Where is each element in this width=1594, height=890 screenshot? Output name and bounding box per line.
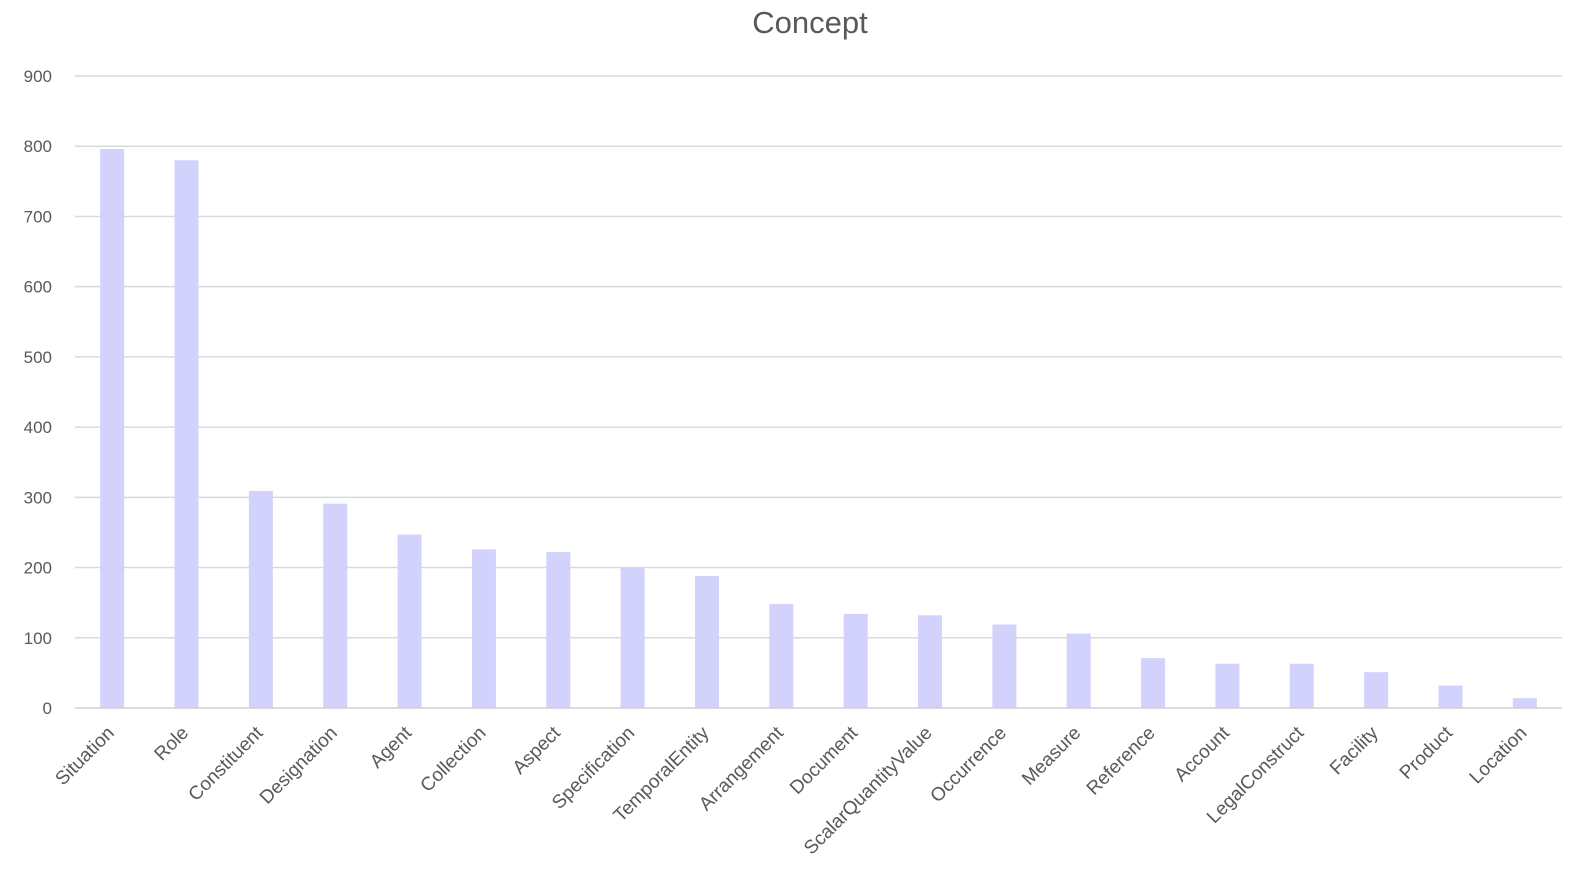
y-tick-label: 500	[24, 348, 52, 367]
bars	[100, 149, 1537, 708]
bar-role	[174, 160, 199, 708]
bar-temporalentity	[694, 575, 719, 708]
y-tick-label: 800	[24, 137, 52, 156]
y-tick-label: 900	[24, 67, 52, 86]
bar-arrangement	[769, 604, 794, 708]
x-tick-label: Role	[151, 723, 193, 765]
bar-product	[1438, 685, 1463, 708]
x-tick-label: Aspect	[509, 722, 565, 778]
bar-legalconstruct	[1289, 663, 1314, 708]
y-tick-label: 400	[24, 418, 52, 437]
bar-agent	[397, 534, 422, 708]
bar-reference	[1141, 658, 1166, 708]
y-tick-label: 0	[43, 699, 52, 718]
bar-location	[1512, 698, 1537, 708]
x-tick-label: Product	[1396, 722, 1458, 784]
chart-title: Concept	[752, 5, 868, 40]
x-tick-label: Situation	[52, 723, 119, 790]
x-tick-label: Account	[1171, 722, 1235, 786]
bar-scalarquantityvalue	[918, 615, 943, 708]
bar-collection	[471, 549, 496, 708]
bar-facility	[1364, 672, 1389, 708]
x-tick-label: ScalarQuantityValue	[800, 723, 936, 859]
bar-constituent	[248, 491, 273, 708]
x-tick-label: Reference	[1083, 723, 1160, 800]
bar-specification	[620, 567, 645, 708]
y-tick-label: 300	[24, 488, 52, 507]
y-axis-tick-labels: 0 100 200 300 400 500 600 700 800 900	[24, 67, 52, 718]
gridlines	[75, 75, 1562, 639]
x-tick-label: Facility	[1326, 722, 1383, 779]
bar-account	[1215, 663, 1240, 708]
x-tick-label: Designation	[256, 723, 342, 809]
bar-aspect	[546, 552, 571, 708]
x-tick-label: Document	[786, 722, 863, 799]
x-tick-label: Occurrence	[927, 723, 1011, 807]
x-tick-label: Location	[1466, 723, 1532, 789]
x-tick-label: Agent	[366, 722, 416, 772]
x-tick-label: Measure	[1018, 723, 1085, 790]
bar-document	[843, 613, 868, 708]
y-tick-label: 100	[24, 629, 52, 648]
bar-occurrence	[992, 624, 1017, 708]
bar-designation	[323, 503, 348, 708]
y-tick-label: 700	[24, 207, 52, 226]
bar-situation	[100, 149, 125, 708]
bar-measure	[1066, 633, 1091, 708]
y-tick-label: 600	[24, 278, 52, 297]
x-tick-label: Collection	[417, 723, 491, 797]
y-tick-label: 200	[24, 559, 52, 578]
